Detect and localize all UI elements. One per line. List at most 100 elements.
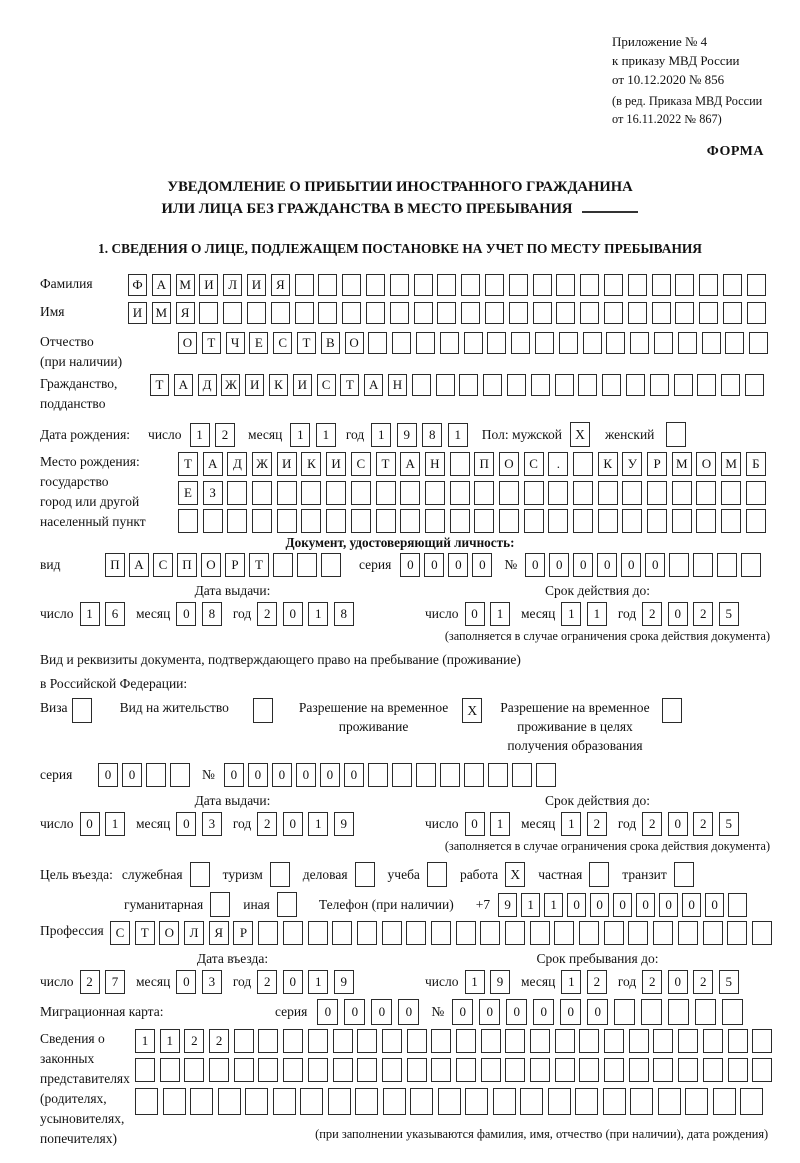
char-cell[interactable]: 0 xyxy=(176,602,197,626)
char-cell[interactable] xyxy=(246,302,266,324)
char-cell[interactable] xyxy=(367,763,388,787)
char-cell[interactable] xyxy=(283,1029,304,1053)
char-cell[interactable] xyxy=(532,302,552,324)
char-cell[interactable] xyxy=(273,553,293,577)
char-cell[interactable] xyxy=(548,480,569,505)
char-cell[interactable]: 0 xyxy=(659,892,679,917)
char-cell[interactable] xyxy=(653,1058,674,1082)
char-cell[interactable] xyxy=(740,1088,763,1115)
char-cell[interactable] xyxy=(530,374,550,396)
char-cell[interactable]: С xyxy=(350,452,371,476)
char-cell[interactable] xyxy=(534,332,554,354)
char-cell[interactable]: 9 xyxy=(498,892,518,917)
char-cell[interactable] xyxy=(355,1088,378,1115)
char-cell[interactable] xyxy=(603,921,624,945)
char-cell[interactable] xyxy=(728,892,748,917)
char-cell[interactable] xyxy=(449,452,470,476)
char-cell[interactable]: А xyxy=(202,452,223,476)
char-cell[interactable]: Л xyxy=(184,921,205,945)
char-cell[interactable] xyxy=(547,1088,571,1115)
char-cell[interactable]: И xyxy=(326,452,347,476)
char-cell[interactable] xyxy=(439,763,460,787)
char-cell[interactable]: Я xyxy=(208,921,229,945)
char-cell[interactable]: Л xyxy=(223,274,243,296)
char-cell[interactable] xyxy=(653,921,674,945)
char-cell[interactable] xyxy=(389,302,409,324)
char-cell[interactable]: 0 xyxy=(573,553,594,577)
char-cell[interactable] xyxy=(487,332,507,354)
char-cell[interactable]: 0 xyxy=(645,553,666,577)
char-cell[interactable] xyxy=(717,553,738,577)
char-cell[interactable]: Т xyxy=(375,452,396,476)
char-cell[interactable] xyxy=(677,332,697,354)
char-cell[interactable]: 1 xyxy=(561,602,582,626)
char-cell[interactable]: Н xyxy=(387,374,407,396)
char-cell[interactable] xyxy=(727,1029,748,1053)
char-cell[interactable]: И xyxy=(292,374,312,396)
char-cell[interactable] xyxy=(258,921,279,945)
char-cell[interactable]: Р xyxy=(233,921,254,945)
residence-permit-checkbox[interactable] xyxy=(252,698,273,723)
char-cell[interactable]: 0 xyxy=(424,553,445,577)
char-cell[interactable]: 0 xyxy=(567,892,587,917)
char-cell[interactable] xyxy=(283,1058,304,1082)
char-cell[interactable] xyxy=(332,1029,353,1053)
char-cell[interactable]: Д xyxy=(197,374,217,396)
char-cell[interactable]: С xyxy=(316,374,336,396)
char-cell[interactable]: 0 xyxy=(98,763,118,787)
char-cell[interactable]: 0 xyxy=(271,763,292,787)
char-cell[interactable] xyxy=(480,921,501,945)
char-cell[interactable] xyxy=(459,374,479,396)
char-cell[interactable] xyxy=(647,480,668,505)
char-cell[interactable] xyxy=(326,480,347,505)
char-cell[interactable] xyxy=(233,1029,254,1053)
char-cell[interactable]: 1 xyxy=(490,602,510,626)
purpose-transit-checkbox[interactable] xyxy=(673,862,694,887)
char-cell[interactable] xyxy=(741,553,762,577)
char-cell[interactable]: 0 xyxy=(590,892,610,917)
char-cell[interactable]: 0 xyxy=(464,602,485,626)
char-cell[interactable] xyxy=(746,274,766,296)
char-cell[interactable]: А xyxy=(173,374,193,396)
char-cell[interactable] xyxy=(498,509,519,533)
char-cell[interactable]: 1 xyxy=(521,892,541,917)
char-cell[interactable] xyxy=(178,509,198,533)
char-cell[interactable] xyxy=(627,302,647,324)
purpose-private-checkbox[interactable] xyxy=(589,862,610,887)
char-cell[interactable]: 0 xyxy=(587,999,609,1025)
char-cell[interactable] xyxy=(603,274,623,296)
char-cell[interactable] xyxy=(597,509,618,533)
char-cell[interactable]: 8 xyxy=(201,602,222,626)
char-cell[interactable]: 0 xyxy=(525,553,546,577)
char-cell[interactable] xyxy=(622,509,643,533)
char-cell[interactable] xyxy=(653,332,673,354)
char-cell[interactable]: 0 xyxy=(398,999,420,1025)
char-cell[interactable] xyxy=(135,1088,158,1115)
char-cell[interactable] xyxy=(701,332,721,354)
char-cell[interactable] xyxy=(556,302,576,324)
char-cell[interactable]: 1 xyxy=(159,1029,180,1053)
char-cell[interactable]: О xyxy=(344,332,364,354)
char-cell[interactable] xyxy=(389,274,409,296)
char-cell[interactable] xyxy=(321,553,341,577)
char-cell[interactable]: 1 xyxy=(490,812,510,836)
char-cell[interactable] xyxy=(699,302,719,324)
char-cell[interactable] xyxy=(530,1058,550,1082)
char-cell[interactable]: Н xyxy=(424,452,445,476)
char-cell[interactable]: А xyxy=(151,274,171,296)
char-cell[interactable] xyxy=(721,480,742,505)
char-cell[interactable] xyxy=(381,1029,402,1053)
char-cell[interactable]: 2 xyxy=(642,812,663,836)
char-cell[interactable] xyxy=(744,374,764,396)
char-cell[interactable] xyxy=(614,999,636,1025)
char-cell[interactable]: 0 xyxy=(247,763,268,787)
char-cell[interactable] xyxy=(523,480,544,505)
char-cell[interactable]: Т xyxy=(178,452,198,476)
char-cell[interactable] xyxy=(406,1058,427,1082)
char-cell[interactable] xyxy=(746,302,766,324)
char-cell[interactable]: У xyxy=(622,452,643,476)
char-cell[interactable] xyxy=(480,1029,501,1053)
char-cell[interactable]: 1 xyxy=(464,970,485,994)
purpose-business-checkbox[interactable] xyxy=(354,862,375,887)
char-cell[interactable] xyxy=(252,509,273,533)
